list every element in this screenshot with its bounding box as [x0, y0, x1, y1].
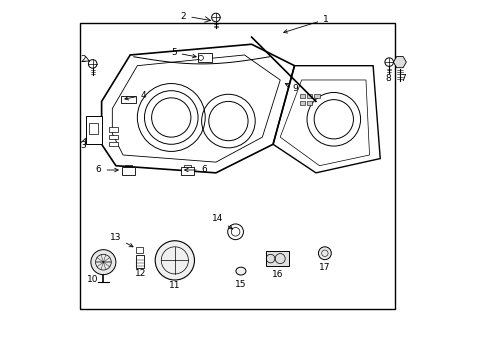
Bar [313, 94, 319, 98]
Text: 14: 14 [211, 214, 232, 229]
Bar [80, 23, 394, 309]
Text: 6: 6 [96, 166, 118, 175]
Circle shape [155, 241, 194, 280]
Circle shape [318, 247, 331, 260]
Text: 7: 7 [400, 74, 406, 83]
Bar [198, 53, 212, 62]
Text: 5: 5 [170, 48, 196, 58]
Text: 16: 16 [271, 270, 283, 279]
Text: 11: 11 [169, 281, 180, 290]
Circle shape [211, 13, 220, 22]
Bar [306, 94, 312, 98]
Bar [108, 127, 118, 132]
Text: 13: 13 [109, 233, 133, 247]
Bar [135, 247, 143, 253]
Circle shape [91, 249, 116, 275]
Bar [306, 101, 312, 105]
Text: 1: 1 [283, 15, 328, 33]
Bar [122, 167, 135, 175]
Bar [265, 251, 288, 266]
Circle shape [88, 60, 97, 68]
Bar [181, 167, 193, 175]
Text: 15: 15 [235, 280, 246, 289]
Text: 6: 6 [184, 166, 207, 175]
Text: 10: 10 [87, 275, 98, 284]
Bar [108, 142, 118, 146]
Bar [135, 255, 144, 267]
Ellipse shape [235, 267, 245, 275]
Bar [299, 101, 305, 105]
Text: 2: 2 [180, 12, 185, 21]
Bar [108, 135, 118, 139]
Bar [121, 96, 135, 103]
Text: 4: 4 [124, 91, 146, 100]
Text: 12: 12 [135, 269, 146, 278]
Bar [299, 94, 305, 98]
Bar [89, 123, 98, 134]
Bar [85, 116, 102, 144]
Text: 2: 2 [80, 55, 85, 64]
Text: 17: 17 [319, 263, 330, 272]
Polygon shape [393, 57, 406, 68]
Circle shape [384, 58, 393, 66]
Text: 9: 9 [285, 84, 298, 93]
Text: 8: 8 [385, 74, 390, 83]
Text: 3: 3 [80, 141, 86, 150]
